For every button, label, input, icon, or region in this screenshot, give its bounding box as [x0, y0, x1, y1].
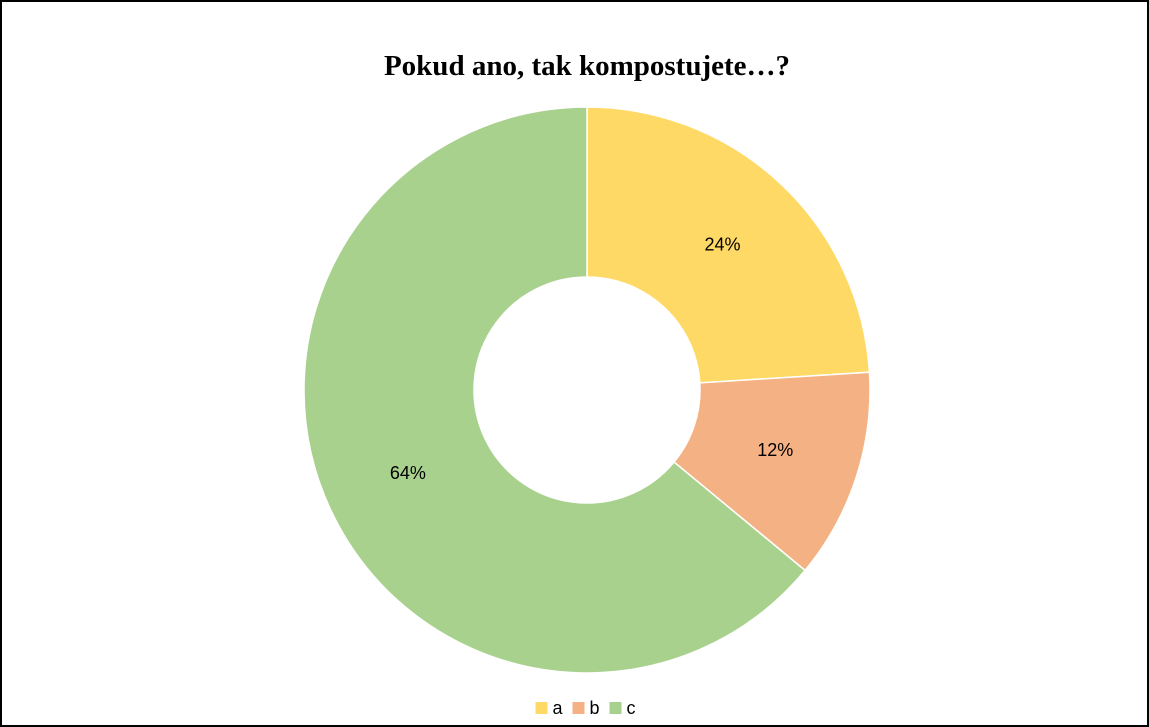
data-label: 24%	[705, 234, 741, 254]
chart-title: Pokud ano, tak kompostujete…?	[384, 50, 790, 82]
donut-slice	[586, 106, 871, 384]
donut-slice	[673, 371, 871, 572]
data-label: 12%	[757, 440, 793, 460]
legend-label: b	[590, 698, 600, 718]
donut-slice	[303, 106, 807, 674]
legend-label: c	[627, 698, 636, 718]
legend-swatch	[572, 702, 585, 714]
legend-swatch	[609, 702, 622, 714]
data-label: 64%	[390, 463, 426, 483]
legend-label: a	[553, 698, 564, 718]
legend-swatch	[535, 702, 548, 714]
